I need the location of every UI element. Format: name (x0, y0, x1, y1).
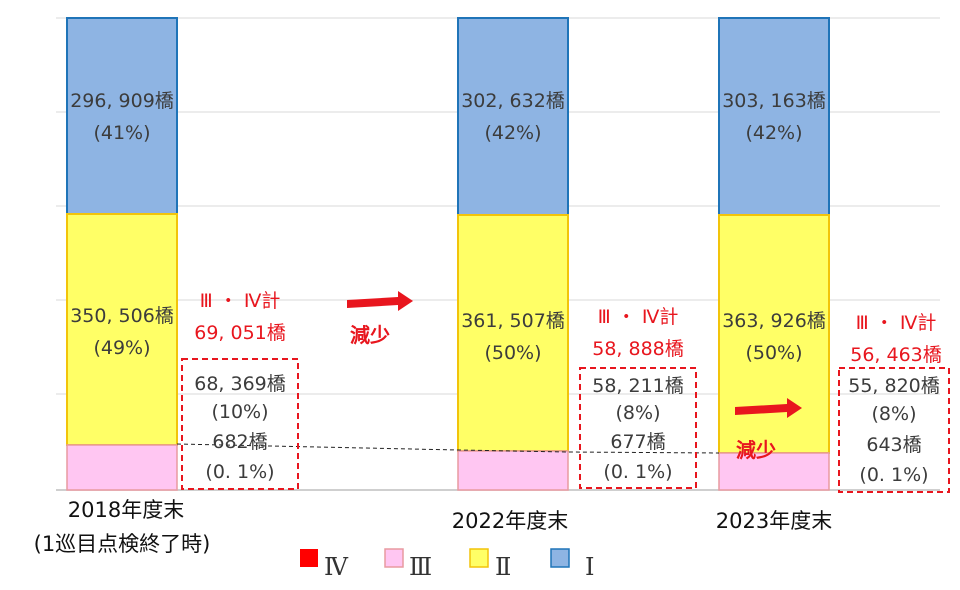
legend-label-i: Ⅰ (585, 553, 594, 581)
detail-iv-pct-2018: (0. 1%) (205, 461, 274, 483)
totals: Ⅲ ・ Ⅳ計 69, 051橋 Ⅲ ・ Ⅳ計 58, 888橋 Ⅲ ・ Ⅳ計 5… (194, 290, 942, 366)
legend: Ⅳ Ⅲ Ⅱ Ⅰ (300, 548, 594, 581)
detail-iii-count-2023: 55, 820橋 (848, 375, 940, 397)
bar-2018 (66, 17, 178, 491)
bar-label-i-pct-2022: (42%) (484, 122, 541, 144)
detail-iv-pct-2022: (0. 1%) (603, 461, 672, 483)
bar-label-i-2023: 303, 163橋 (722, 90, 826, 112)
bar-2023 (718, 17, 830, 491)
detail-iii-pct-2018: (10%) (211, 401, 268, 423)
detail-iii-count-2018: 68, 369橋 (194, 373, 286, 395)
bar-label-i-2022: 302, 632橋 (461, 90, 565, 112)
bar-segment-ii-2018 (66, 213, 178, 446)
detail-box-frame (579, 367, 697, 489)
detail-iv-pct-2023: (0. 1%) (859, 464, 928, 486)
total-value-2022: 58, 888橋 (592, 338, 684, 360)
bar-labels: 296, 909橋 (41%) 350, 506橋 (49%) 302, 632… (70, 90, 826, 364)
arrow-right-icon (347, 291, 413, 311)
legend-swatch-ii (469, 548, 489, 568)
bar-label-ii-2022: 361, 507橋 (461, 310, 565, 332)
detail-box-frame (838, 367, 950, 493)
bar-label-ii-2018: 350, 506橋 (70, 305, 174, 327)
bar-segment-ii-2023 (718, 214, 830, 454)
detail-box-2023: 55, 820橋 (8%) 643橋 (0. 1%) (838, 367, 950, 493)
bar-segment-iii-2023 (718, 452, 830, 491)
trend-line (176, 443, 720, 454)
total-label-2018: Ⅲ ・ Ⅳ計 (200, 290, 281, 312)
x-tick-2023: 2023年度末 (716, 509, 832, 533)
bar-label-i-2018: 296, 909橋 (70, 90, 174, 112)
detail-box-frame (181, 358, 299, 490)
detail-iv-count-2022: 677橋 (610, 431, 665, 453)
legend-label-iii: Ⅲ (409, 553, 432, 581)
x-axis-labels: 2018年度末 (1巡目点検終了時) 2022年度末 2023年度末 (34, 498, 833, 556)
x-tick-2018-subtitle: (1巡目点検終了時) (34, 532, 211, 556)
decrease-annotation-1: 減少 (347, 291, 413, 347)
total-label-2023: Ⅲ ・ Ⅳ計 (856, 312, 937, 334)
total-value-2018: 69, 051橋 (194, 322, 286, 344)
detail-iii-pct-2023: (8%) (872, 403, 917, 425)
bar-segment-ii-2022 (457, 214, 569, 452)
legend-swatch-iv (300, 549, 318, 567)
bar-label-i-pct-2018: (41%) (93, 122, 150, 144)
detail-box-2022: 58, 211橋 (8%) 677橋 (0. 1%) (579, 367, 697, 489)
bar-label-ii-pct-2022: (50%) (484, 342, 541, 364)
detail-box-2018: 68, 369橋 (10%) 682橋 (0. 1%) (181, 358, 299, 490)
detail-iii-count-2022: 58, 211橋 (592, 375, 684, 397)
bar-segment-iii-2018 (66, 444, 178, 491)
bar-segment-iii-2022 (457, 450, 569, 491)
bar-label-i-pct-2023: (42%) (745, 122, 802, 144)
legend-swatch-iii (384, 548, 404, 568)
decrease-label-2: 減少 (736, 438, 776, 462)
total-label-2022: Ⅲ ・ Ⅳ計 (598, 306, 679, 328)
total-value-2023: 56, 463橋 (850, 344, 942, 366)
bar-segment-i-2018 (66, 17, 178, 215)
detail-iii-pct-2022: (8%) (616, 402, 661, 424)
x-tick-2018: 2018年度末 (68, 498, 184, 522)
arrow-right-icon (735, 398, 802, 418)
legend-label-iv: Ⅳ (324, 553, 349, 581)
legend-swatch-i (550, 548, 570, 568)
detail-iv-count-2018: 682橋 (212, 431, 267, 453)
bar-segment-i-2022 (457, 17, 569, 216)
bar-label-ii-pct-2018: (49%) (93, 337, 150, 359)
legend-label-ii: Ⅱ (495, 553, 511, 581)
bar-2022 (457, 17, 569, 491)
bar-segment-i-2023 (718, 17, 830, 216)
x-tick-2022: 2022年度末 (452, 509, 568, 533)
decrease-annotation-2: 減少 (735, 398, 802, 462)
bar-label-ii-2023: 363, 926橋 (722, 310, 826, 332)
bar-label-ii-pct-2023: (50%) (745, 342, 802, 364)
decrease-label-1: 減少 (350, 323, 390, 347)
detail-iv-count-2023: 643橋 (866, 434, 921, 456)
